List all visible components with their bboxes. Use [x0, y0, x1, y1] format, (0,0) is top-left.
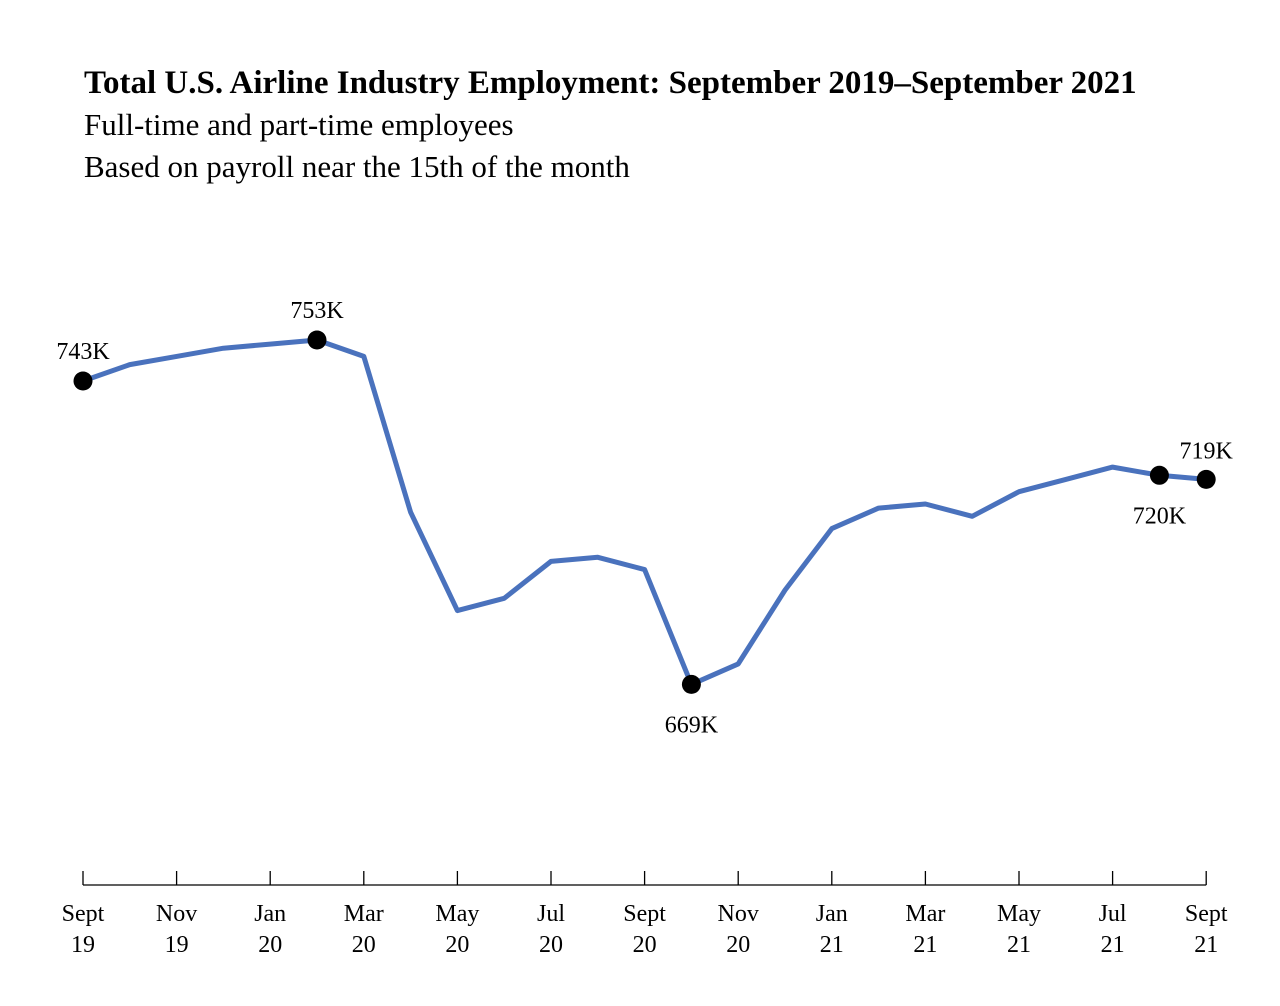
x-tick-label-month: Jan: [816, 901, 848, 927]
series-line: [80, 337, 1209, 687]
x-tick-label-month: Jan: [254, 901, 286, 927]
x-tick-label-month: Sept: [623, 901, 666, 927]
data-label: 720K: [1133, 503, 1187, 529]
data-label: 719K: [1180, 438, 1234, 464]
x-tick-label-month: Jul: [537, 901, 565, 927]
data-point-marker: [73, 371, 93, 391]
x-tick-label-year: 21: [913, 932, 937, 958]
chart-header: Total U.S. Airline Industry Employment: …: [84, 62, 1137, 188]
chart-subtitle-line-1: Full-time and part-time employees: [84, 107, 514, 142]
x-tick-label-month: Nov: [718, 901, 759, 927]
series-line-layer: [80, 337, 1209, 687]
data-point-marker: [1149, 465, 1169, 485]
chart-subtitle-line-2: Based on payroll near the 15th of the mo…: [84, 149, 630, 184]
x-tick-label-year: 20: [633, 932, 657, 958]
x-tick-label-month: Nov: [156, 901, 197, 927]
x-tick-label-month: Sept: [62, 901, 105, 927]
data-label: 743K: [56, 339, 110, 365]
data-point-marker: [1196, 469, 1216, 489]
x-tick-label-year: 19: [165, 932, 189, 958]
x-tick-label-month: Jul: [1099, 901, 1127, 927]
x-tick-label-month: Mar: [344, 901, 384, 927]
x-tick-label-year: 21: [820, 932, 844, 958]
x-tick-label-year: 21: [1194, 932, 1218, 958]
x-tick-label-year: 20: [445, 932, 469, 958]
x-tick-label-year: 21: [1007, 932, 1031, 958]
x-tick-label-year: 20: [352, 932, 376, 958]
x-tick-label-year: 20: [539, 932, 563, 958]
x-tick-label-year: 19: [71, 932, 95, 958]
data-label-layer: 743K 753K 669K 720K 719K: [56, 298, 1233, 738]
x-tick-label-year: 20: [726, 932, 750, 958]
x-tick-label-year: 21: [1101, 932, 1125, 958]
data-point-marker: [681, 674, 701, 694]
x-axis: Sept 19 Nov 19 Jan 20 Mar 20 May 20 Jul 20 Sept 20 Nov…: [62, 871, 1228, 958]
x-tick-label-month: Sept: [1185, 901, 1228, 927]
data-label: 669K: [665, 712, 719, 738]
data-label: 753K: [290, 298, 344, 324]
x-tick-label-month: May: [997, 901, 1041, 927]
x-tick-label-month: Mar: [905, 901, 945, 927]
data-point-marker: [307, 330, 327, 350]
x-tick-label-month: May: [435, 901, 479, 927]
x-tick-label-year: 20: [258, 932, 282, 958]
marker-layer: [73, 330, 1216, 694]
chart-title: Total U.S. Airline Industry Employment: …: [84, 65, 1137, 101]
